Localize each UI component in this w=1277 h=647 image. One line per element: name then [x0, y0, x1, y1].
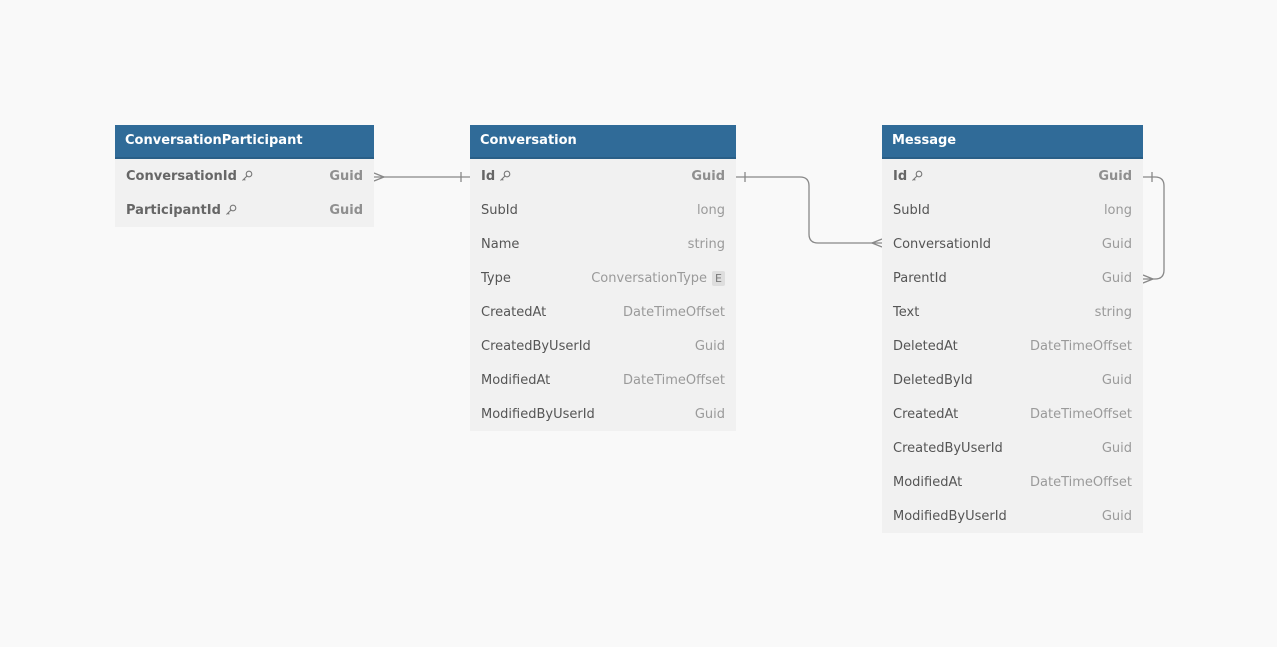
field-name: ParticipantId [126, 202, 221, 218]
field-type: string [687, 236, 725, 252]
field-row[interactable]: SubId long [470, 193, 736, 227]
field-type: Guid [1101, 372, 1132, 388]
key-icon [912, 170, 923, 181]
field-type: DateTimeOffset [1030, 474, 1132, 490]
field-name: ConversationId [126, 168, 237, 184]
field-row[interactable]: ParticipantId Guid [115, 193, 374, 227]
key-icon [226, 204, 237, 215]
entity-conversation-participant[interactable]: ConversationParticipant ConversationId G… [115, 125, 374, 227]
field-name: SubId [481, 202, 518, 218]
field-row[interactable]: CreatedByUserId Guid [882, 431, 1143, 465]
relationship-message-parent [1142, 172, 1165, 284]
key-icon [242, 170, 253, 181]
field-row[interactable]: Name string [470, 227, 736, 261]
field-type: long [1103, 202, 1132, 218]
enum-badge[interactable]: E [712, 270, 725, 286]
field-type: Guid [691, 168, 725, 184]
field-type: ConversationType [591, 270, 708, 286]
relationship-participant-conversation [373, 172, 470, 182]
field-type: DateTimeOffset [623, 304, 725, 320]
field-row[interactable]: CreatedAt DateTimeOffset [470, 295, 736, 329]
field-type: DateTimeOffset [623, 372, 725, 388]
field-row[interactable]: Text string [882, 295, 1143, 329]
entity-conversation[interactable]: Conversation Id Guid SubId long Name str… [470, 125, 736, 431]
entity-title[interactable]: Message [882, 125, 1143, 159]
field-row[interactable]: CreatedByUserId Guid [470, 329, 736, 363]
field-row[interactable]: DeletedAt DateTimeOffset [882, 329, 1143, 363]
field-row[interactable]: CreatedAt DateTimeOffset [882, 397, 1143, 431]
field-row[interactable]: ParentId Guid [882, 261, 1143, 295]
field-name: DeletedById [893, 372, 973, 388]
field-name: CreatedAt [893, 406, 959, 422]
field-name: ModifiedAt [481, 372, 551, 388]
field-type: Guid [1098, 168, 1132, 184]
field-row[interactable]: SubId long [882, 193, 1143, 227]
field-type-with-enum: ConversationType E [591, 270, 725, 286]
field-row[interactable]: Id Guid [882, 159, 1143, 193]
field-row[interactable]: ModifiedAt DateTimeOffset [470, 363, 736, 397]
entity-title[interactable]: Conversation [470, 125, 736, 159]
field-type: DateTimeOffset [1030, 338, 1132, 354]
field-name: Type [481, 270, 511, 286]
entity-message[interactable]: Message Id Guid SubId long ConversationI… [882, 125, 1143, 533]
field-row[interactable]: Id Guid [470, 159, 736, 193]
key-icon [500, 170, 511, 181]
field-type: Guid [1101, 440, 1132, 456]
field-name: ParentId [893, 270, 947, 286]
field-type: Guid [1101, 236, 1132, 252]
field-row[interactable]: ModifiedByUserId Guid [882, 499, 1143, 533]
field-type: string [1094, 304, 1132, 320]
field-name: CreatedAt [481, 304, 547, 320]
field-row[interactable]: ModifiedByUserId Guid [470, 397, 736, 431]
field-name: SubId [893, 202, 930, 218]
field-type: Guid [329, 168, 363, 184]
field-name: CreatedByUserId [481, 338, 591, 354]
field-name: ModifiedByUserId [893, 508, 1007, 524]
field-type: Guid [694, 338, 725, 354]
field-type: long [696, 202, 725, 218]
field-row[interactable]: DeletedById Guid [882, 363, 1143, 397]
field-row[interactable]: ConversationId Guid [882, 227, 1143, 261]
relationship-message-conversation [736, 172, 883, 248]
field-row[interactable]: ModifiedAt DateTimeOffset [882, 465, 1143, 499]
field-type: Guid [1101, 508, 1132, 524]
crowfoot-many-icon [870, 238, 883, 248]
field-name: Id [893, 168, 908, 184]
field-name: ModifiedByUserId [481, 406, 595, 422]
field-row[interactable]: Type ConversationType E [470, 261, 736, 295]
field-name: ModifiedAt [893, 474, 963, 490]
field-name: Name [481, 236, 520, 252]
field-name: Text [893, 304, 920, 320]
field-name: Id [481, 168, 496, 184]
field-name: CreatedByUserId [893, 440, 1003, 456]
entity-title[interactable]: ConversationParticipant [115, 125, 374, 159]
field-name: DeletedAt [893, 338, 958, 354]
field-type: Guid [329, 202, 363, 218]
field-type: Guid [694, 406, 725, 422]
crowfoot-many-icon [1142, 274, 1155, 284]
field-type: DateTimeOffset [1030, 406, 1132, 422]
crowfoot-many-icon [373, 172, 386, 182]
field-row[interactable]: ConversationId Guid [115, 159, 374, 193]
field-name: ConversationId [893, 236, 992, 252]
field-type: Guid [1101, 270, 1132, 286]
